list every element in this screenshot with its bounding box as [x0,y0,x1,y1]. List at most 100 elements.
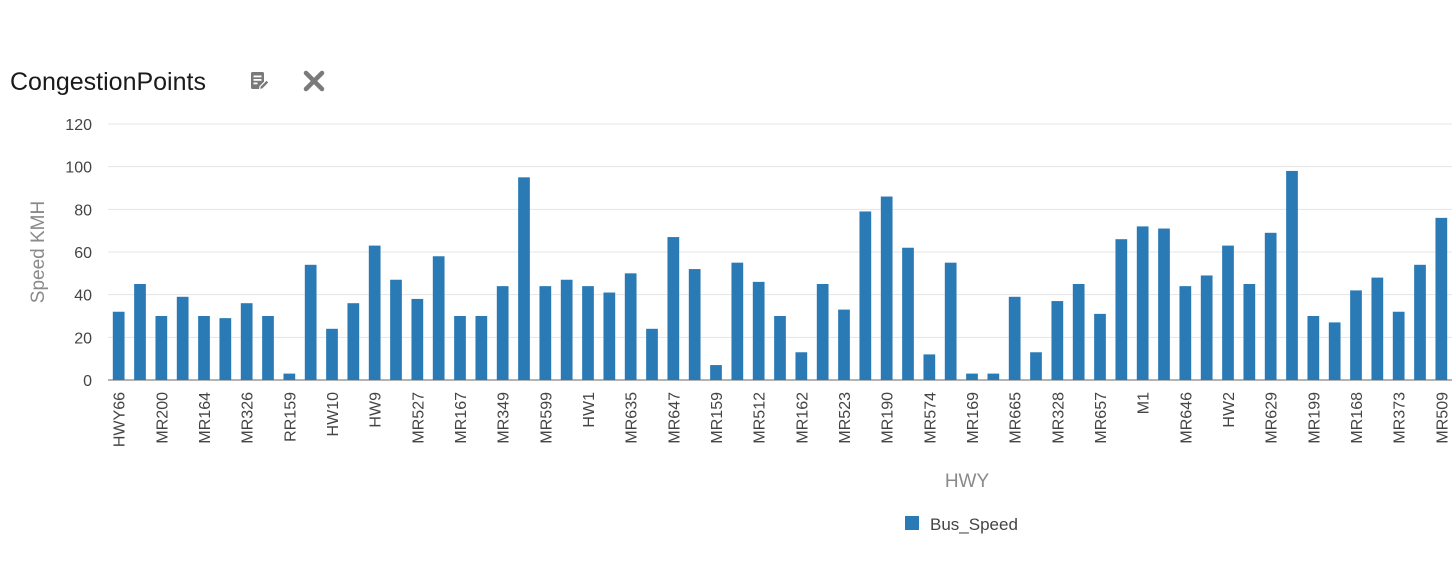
x-tick-label: MR523 [837,392,854,444]
bar [539,286,552,380]
bar [923,354,936,380]
bar [112,311,125,380]
bar [1030,352,1042,380]
bar [134,284,146,380]
bar [219,318,232,380]
bar [987,373,1000,380]
bar [1094,313,1106,380]
bar [880,196,893,380]
bar [1115,239,1128,380]
x-tick-label: MR373 [1392,392,1409,444]
bar [710,365,722,380]
x-tick-label: MR509 [1434,392,1451,444]
bar [411,298,424,380]
bar [774,316,786,380]
bar [1179,286,1192,380]
x-tick-label: MR164 [197,392,214,444]
x-tick-label: MR657 [1093,392,1110,444]
bar [432,256,445,380]
x-tick-label: MR647 [666,392,683,444]
bar [347,303,360,380]
x-tick-label: MR200 [154,392,171,444]
x-tick-label: M1 [1136,392,1153,414]
bar [1200,275,1213,380]
x-tick-label: MR199 [1306,392,1323,444]
bar [368,245,381,380]
bar [1243,284,1256,380]
bar [454,316,466,380]
bar [731,262,744,380]
bar [1350,290,1362,380]
bar [1264,232,1277,380]
bar [1414,264,1426,380]
x-tick-label: MR162 [794,392,811,444]
y-tick-label: 100 [65,160,92,177]
bar [816,284,829,380]
x-tick-label: MR574 [922,392,939,444]
x-tick-label: MR527 [410,392,427,444]
edit-notes-button[interactable] [244,66,274,96]
x-tick-label: MR665 [1008,392,1025,444]
bar [1286,170,1298,380]
x-tick-label: MR599 [538,392,555,444]
x-tick-label: MR167 [453,392,470,444]
bar [390,279,402,380]
x-tick-label: RR159 [282,392,299,442]
legend-swatch [905,516,919,530]
x-tick-label: MR159 [709,392,726,444]
x-tick-label: MR168 [1349,392,1366,444]
bar [1392,311,1405,380]
bar [667,237,680,380]
x-tick-label: HWY66 [112,392,129,447]
bar [795,352,808,380]
bar [603,292,616,380]
bar [496,286,509,380]
bar [155,316,168,380]
x-tick-label: MR635 [624,392,641,444]
x-tick-label: MR349 [496,392,513,444]
bar [1136,226,1149,380]
x-tick-label: HW10 [325,392,342,437]
chart-title: CongestionPoints [10,67,206,96]
bar [518,177,530,380]
x-tick-label: HW9 [368,392,385,428]
edit-notes-icon [251,72,270,91]
y-tick-label: 80 [74,202,92,219]
bar [1072,284,1085,380]
x-tick-label: MR629 [1264,392,1281,444]
x-tick-label: HW1 [581,392,598,428]
y-tick-label: 60 [74,245,92,262]
bar [1307,316,1320,380]
bar [262,316,274,380]
bar [1008,296,1021,380]
x-tick-label: MR190 [880,392,897,444]
bar [1222,245,1234,380]
bar [688,269,701,380]
bar [240,303,253,380]
bar [582,286,594,380]
close-icon [303,70,325,92]
bar [176,296,189,380]
bar [198,316,210,380]
bar [752,281,765,380]
bar [646,328,658,380]
y-tick-label: 40 [74,288,92,305]
x-tick-label: MR169 [965,392,982,444]
bar [902,247,914,380]
x-tick-label: MR646 [1178,392,1195,444]
close-button[interactable] [299,66,329,96]
bar [859,211,872,380]
bar [304,264,317,380]
x-tick-label: HW2 [1221,392,1238,428]
chart-header: CongestionPoints [10,62,206,102]
y-tick-label: 0 [83,373,92,390]
bar [966,373,978,380]
legend-label: Bus_Speed [930,515,1018,534]
bar [944,262,957,380]
bar [475,316,488,380]
x-tick-label: MR328 [1050,392,1067,444]
bar [1435,217,1448,380]
y-tick-label: 20 [74,330,92,347]
x-tick-label: MR326 [240,392,257,444]
